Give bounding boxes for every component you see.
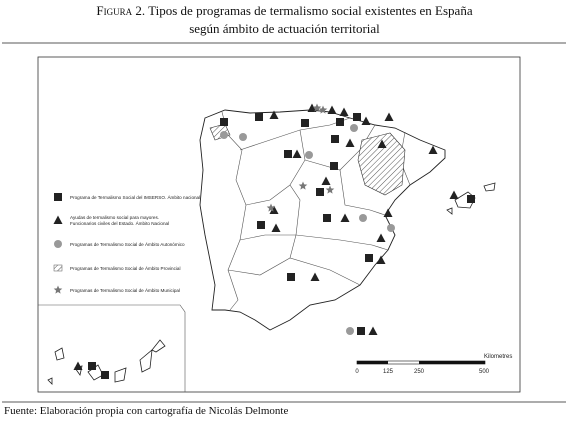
hatched-symbol [53, 264, 63, 272]
source: Fuente: Elaboración propia con cartograf… [4, 405, 289, 417]
square-symbol [330, 162, 338, 170]
triangle-symbol [383, 208, 393, 217]
triangle-symbol [361, 116, 371, 125]
triangle-symbol [428, 145, 438, 154]
triangle-symbol [449, 190, 459, 199]
circle-symbol [387, 224, 395, 232]
triangle-symbol [73, 361, 83, 370]
scale-labels: 0 125 250 500 [355, 369, 489, 375]
triangle-symbol [368, 326, 378, 335]
triangle-symbol [384, 112, 394, 121]
star-symbol [298, 181, 308, 190]
square-symbol [287, 273, 295, 281]
star-symbol [266, 203, 276, 212]
square-symbol [284, 150, 292, 158]
scale-label: 250 [414, 369, 425, 375]
triangle-symbol [340, 213, 350, 222]
square-symbol [255, 113, 263, 121]
scale-label: 0 [355, 369, 359, 375]
triangle-symbol [376, 233, 386, 242]
scale-label: 125 [383, 369, 394, 375]
triangle-symbol [292, 149, 302, 158]
legend-text: Programa de Termalismo Social del IMSERS… [70, 194, 200, 200]
square-symbol [365, 254, 373, 262]
square-symbol [316, 188, 324, 196]
legend-text: Programas de Termalismo Social de Ámbito… [70, 265, 180, 271]
circle-symbol [54, 240, 62, 248]
square-symbol [357, 327, 365, 335]
triangle-symbol [310, 272, 320, 281]
title-line: Tipos de programas de termalismo social … [148, 3, 473, 18]
circle-symbol [346, 327, 354, 335]
star-symbol [325, 185, 335, 194]
triangle-symbol [376, 255, 386, 264]
square-symbol [220, 118, 228, 126]
title-line: según ámbito de actuación territorial [189, 21, 380, 36]
star-symbol [318, 105, 328, 114]
legend-text: Ayudas de termalismo social para mayores… [70, 215, 159, 220]
scale-unit: Kilometres [484, 354, 512, 360]
square-symbol [88, 362, 96, 370]
figure-title: Figura 2. Tipos de programas de termalis… [0, 2, 569, 38]
triangle-symbol [307, 103, 317, 112]
legend-text: Programas de Termalismo Social de Ámbito… [70, 287, 180, 293]
scale-bar [356, 360, 486, 365]
circle-symbol [350, 124, 358, 132]
triangle-symbol [345, 138, 355, 147]
square-symbol [353, 113, 361, 121]
legend-text: Programas de Termalismo Social de Ámbito… [70, 241, 185, 247]
square-symbol [54, 193, 62, 201]
figure-label: Figura 2. [96, 3, 146, 18]
scale-label: 500 [479, 369, 490, 375]
square-symbol [467, 195, 475, 203]
circle-symbol [359, 214, 367, 222]
legend: Programa de Termalismo Social del IMSERS… [53, 193, 200, 294]
square-symbol [323, 214, 331, 222]
circle-symbol [220, 131, 228, 139]
triangle-symbol [377, 139, 387, 148]
square-symbol [336, 118, 344, 126]
square-symbol [301, 119, 309, 127]
inset-border [38, 304, 186, 392]
triangle-symbol [269, 205, 279, 214]
circle-symbol [239, 133, 247, 141]
symbols [73, 103, 475, 379]
square-symbol [331, 135, 339, 143]
triangle-symbol [53, 215, 63, 224]
triangle-symbol [327, 105, 337, 114]
star-symbol [53, 285, 63, 294]
triangle-symbol [269, 110, 279, 119]
legend-text: Funcionarios civiles del Estado. Ámbito … [70, 220, 169, 226]
star-symbol [312, 103, 322, 112]
square-symbol [101, 371, 109, 379]
triangle-symbol [321, 176, 331, 185]
square-symbol [257, 221, 265, 229]
hatched-area [357, 132, 406, 196]
triangle-symbol [271, 223, 281, 232]
triangle-symbol [339, 107, 349, 116]
circle-symbol [305, 151, 313, 159]
